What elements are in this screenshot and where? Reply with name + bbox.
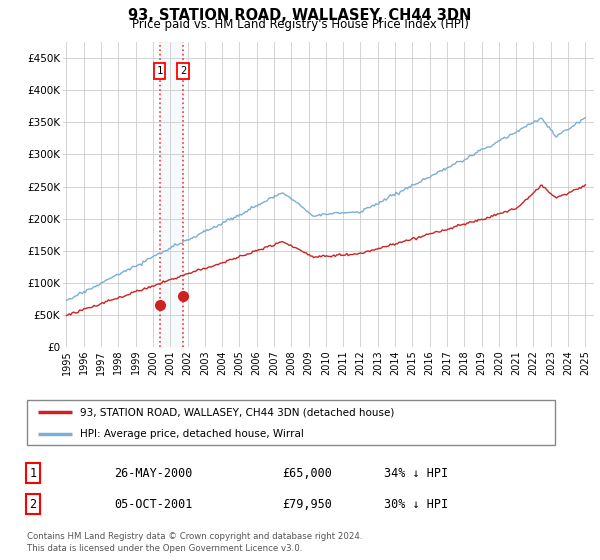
Text: 93, STATION ROAD, WALLASEY, CH44 3DN: 93, STATION ROAD, WALLASEY, CH44 3DN <box>128 8 472 24</box>
Text: 2: 2 <box>29 497 37 511</box>
Text: 26-MAY-2000: 26-MAY-2000 <box>114 466 193 480</box>
Text: 30% ↓ HPI: 30% ↓ HPI <box>384 497 448 511</box>
Text: 34% ↓ HPI: 34% ↓ HPI <box>384 466 448 480</box>
Text: £79,950: £79,950 <box>282 497 332 511</box>
Text: HPI: Average price, detached house, Wirral: HPI: Average price, detached house, Wirr… <box>80 430 304 440</box>
Text: Price paid vs. HM Land Registry's House Price Index (HPI): Price paid vs. HM Land Registry's House … <box>131 18 469 31</box>
Text: 1: 1 <box>157 66 163 76</box>
Bar <box>160 42 183 347</box>
Text: Contains HM Land Registry data © Crown copyright and database right 2024.
This d: Contains HM Land Registry data © Crown c… <box>27 532 362 553</box>
FancyBboxPatch shape <box>27 400 555 445</box>
Text: 2: 2 <box>180 66 187 76</box>
Text: 93, STATION ROAD, WALLASEY, CH44 3DN (detached house): 93, STATION ROAD, WALLASEY, CH44 3DN (de… <box>80 407 394 417</box>
Text: £65,000: £65,000 <box>282 466 332 480</box>
Text: 05-OCT-2001: 05-OCT-2001 <box>114 497 193 511</box>
Text: 1: 1 <box>29 466 37 480</box>
